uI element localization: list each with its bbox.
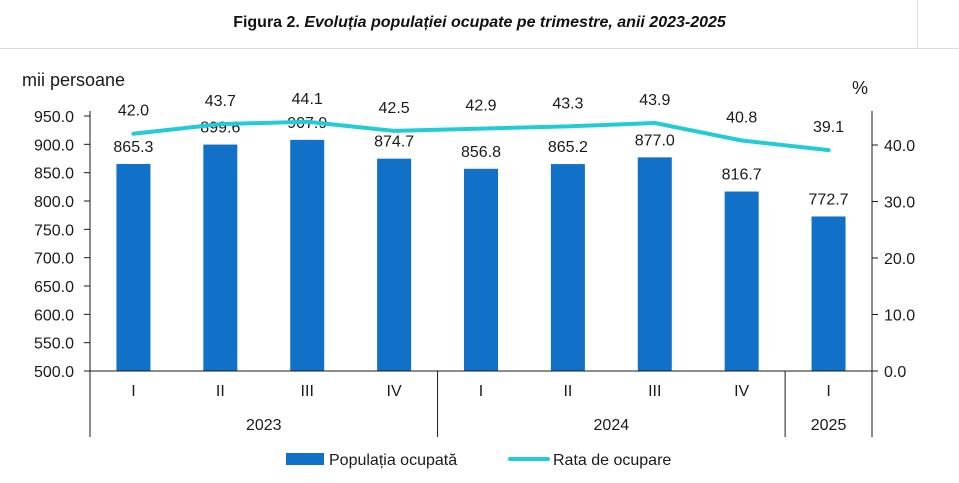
legend-label-line: Rata de ocupare (553, 452, 671, 469)
chart-title-prefix: Figura 2. (233, 14, 300, 31)
x-category-label: II (216, 383, 225, 400)
bar-data-label: 772.7 (809, 191, 849, 208)
y-left-tick-label: 850.0 (34, 166, 74, 183)
y-right-tick-label: 30.0 (884, 195, 915, 212)
x-category-label: IV (387, 383, 402, 400)
line-data-labels: 42.0 43.7 44.1 42.5 42.9 43.3 43.9 40.8 39.1 (118, 91, 844, 136)
bar-series (116, 139, 846, 371)
bar (116, 163, 151, 371)
bar (290, 139, 325, 371)
bar-data-label: 856.8 (461, 144, 501, 161)
x-category-label: I (826, 383, 830, 400)
x-category-label: III (301, 383, 314, 400)
line-series (131, 119, 831, 153)
legend-swatch-bar (286, 453, 324, 465)
y-left-tick-label: 650.0 (34, 279, 74, 296)
line-data-label: 40.8 (726, 109, 757, 126)
y-left-tick-label: 900.0 (34, 137, 74, 154)
y-axis-right-label: % (852, 78, 868, 98)
x-year-label: 2025 (811, 417, 847, 434)
y-left-tick-label: 550.0 (34, 336, 74, 353)
y-left-tick-label: 500.0 (34, 364, 74, 381)
x-category-label: III (648, 383, 661, 400)
y-axis-left: 500.0 550.0 600.0 650.0 700.0 750.0 800.0 850.0… (34, 109, 90, 381)
bar (637, 157, 672, 371)
bar-data-label: 877.0 (635, 132, 675, 149)
legend-label-bar: Populația ocupată (329, 452, 457, 469)
y-right-tick-label: 40.0 (884, 138, 915, 155)
y-left-tick-label: 700.0 (34, 251, 74, 268)
x-category-label: I (479, 383, 483, 400)
line-data-label: 43.7 (205, 93, 236, 110)
x-category-label: IV (734, 383, 749, 400)
line-data-label: 42.9 (465, 98, 496, 115)
chart-title-text: Evoluția populației ocupate pe trimestre… (304, 14, 726, 31)
bar (377, 158, 412, 371)
chart-axes (89, 111, 873, 437)
y-left-tick-label: 750.0 (34, 222, 74, 239)
y-left-tick-label: 600.0 (34, 307, 74, 324)
rate-line (131, 119, 831, 153)
bar-data-label: 865.2 (548, 139, 588, 156)
bar (550, 164, 585, 371)
sheet-gridline (917, 0, 918, 48)
bar (203, 144, 238, 371)
bar (464, 168, 498, 371)
y-right-tick-label: 0.0 (884, 364, 906, 381)
line-data-label: 43.9 (639, 92, 670, 109)
y-left-tick-label: 950.0 (34, 109, 74, 126)
y-right-tick-label: 20.0 (884, 251, 915, 268)
y-axis-left-label: mii persoane (22, 70, 125, 90)
line-data-label: 42.5 (379, 100, 410, 117)
y-left-tick-label: 800.0 (34, 194, 74, 211)
bar (724, 191, 759, 371)
bar-data-label: 816.7 (722, 167, 762, 184)
line-data-label: 44.1 (292, 91, 323, 108)
chart-title: Figura 2. Evoluția populației ocupate pe… (0, 14, 959, 32)
line-data-label: 39.1 (813, 119, 844, 136)
x-category-label: II (563, 383, 572, 400)
y-axis-right: 0.0 10.0 20.0 30.0 40.0 (872, 138, 915, 381)
x-category-label: I (131, 383, 135, 400)
y-right-tick-label: 10.0 (884, 308, 915, 325)
line-data-label: 43.3 (552, 95, 583, 112)
legend: Populația ocupată Rata de ocupare (286, 452, 671, 469)
x-year-label: 2024 (594, 417, 630, 434)
bar-data-label: 874.7 (374, 134, 414, 151)
x-year-label: 2023 (246, 417, 282, 434)
line-data-label: 42.0 (118, 103, 149, 120)
sheet-gridline (0, 48, 959, 49)
bar (811, 216, 846, 371)
bar-data-label: 865.3 (113, 139, 153, 156)
